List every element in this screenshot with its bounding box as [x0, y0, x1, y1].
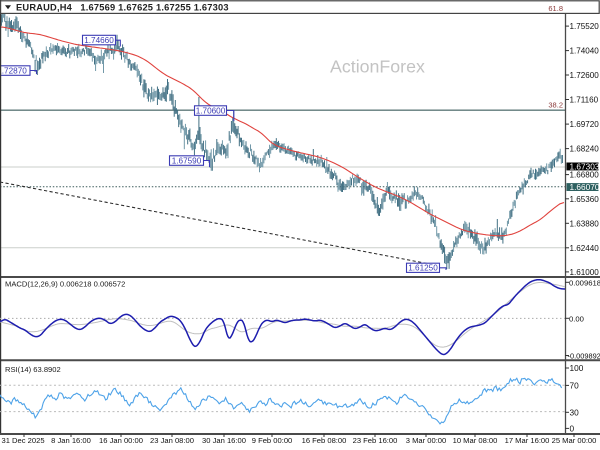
svg-text:ActionForex: ActionForex — [330, 57, 425, 77]
svg-text:1.61250: 1.61250 — [408, 264, 438, 273]
svg-text:38.2: 38.2 — [548, 101, 563, 110]
svg-text:1.72870: 1.72870 — [0, 66, 27, 75]
svg-text:30 Jan 16:00: 30 Jan 16:00 — [202, 436, 246, 445]
svg-text:61.8: 61.8 — [548, 4, 563, 13]
svg-text:10 Mar 08:00: 10 Mar 08:00 — [453, 436, 498, 445]
svg-text:1.68240: 1.68240 — [570, 145, 600, 154]
svg-text:70: 70 — [570, 380, 580, 390]
svg-text:0.00: 0.00 — [569, 314, 584, 323]
svg-text:16 Feb 08:00: 16 Feb 08:00 — [302, 436, 347, 445]
svg-text:30: 30 — [570, 407, 580, 417]
svg-text:1.75520: 1.75520 — [570, 22, 600, 31]
svg-text:9 Feb 00:00: 9 Feb 00:00 — [252, 436, 293, 445]
svg-text:1.71160: 1.71160 — [570, 96, 599, 105]
svg-text:23 Feb 16:00: 23 Feb 16:00 — [353, 436, 398, 445]
svg-text:17 Mar 16:00: 17 Mar 16:00 — [505, 436, 550, 445]
svg-text:1.61000: 1.61000 — [570, 268, 600, 277]
svg-text:-0.009892: -0.009892 — [568, 352, 600, 361]
svg-text:25 Mar 00:00: 25 Mar 00:00 — [552, 436, 597, 445]
svg-text:EURAUD,H4 1.67569 1.67625 1.: EURAUD,H4 1.67569 1.67625 1.67255 1.6730… — [16, 3, 229, 13]
svg-text:31 Dec 2025: 31 Dec 2025 — [2, 436, 45, 445]
svg-text:100: 100 — [570, 363, 584, 373]
svg-text:RSI(14) 63.8902: RSI(14) 63.8902 — [5, 365, 61, 374]
svg-text:8 Jan 16:00: 8 Jan 16:00 — [51, 436, 91, 445]
svg-text:1.67590: 1.67590 — [172, 156, 202, 165]
svg-text:1.70600: 1.70600 — [196, 106, 226, 115]
svg-text:23 Jan 08:00: 23 Jan 08:00 — [150, 436, 194, 445]
svg-text:1.69720: 1.69720 — [570, 120, 600, 129]
svg-text:1.72600: 1.72600 — [570, 71, 600, 80]
svg-text:1.63880: 1.63880 — [570, 219, 600, 228]
svg-text:3 Mar 00:00: 3 Mar 00:00 — [406, 436, 447, 445]
svg-text:MACD(12,26,9) 0.006218 0.00657: MACD(12,26,9) 0.006218 0.006572 — [5, 280, 125, 289]
svg-text:1.65360: 1.65360 — [570, 195, 600, 204]
svg-text:1.66070: 1.66070 — [570, 182, 600, 192]
svg-text:16 Jan 00:00: 16 Jan 00:00 — [99, 436, 143, 445]
svg-text:1.67303: 1.67303 — [570, 161, 600, 171]
svg-text:1.66800: 1.66800 — [570, 171, 600, 180]
svg-text:1.74040: 1.74040 — [570, 47, 600, 56]
svg-text:0.009618: 0.009618 — [569, 278, 600, 287]
svg-text:0: 0 — [570, 423, 575, 433]
svg-text:1.74660: 1.74660 — [84, 36, 114, 45]
svg-text:1.62440: 1.62440 — [570, 244, 600, 253]
